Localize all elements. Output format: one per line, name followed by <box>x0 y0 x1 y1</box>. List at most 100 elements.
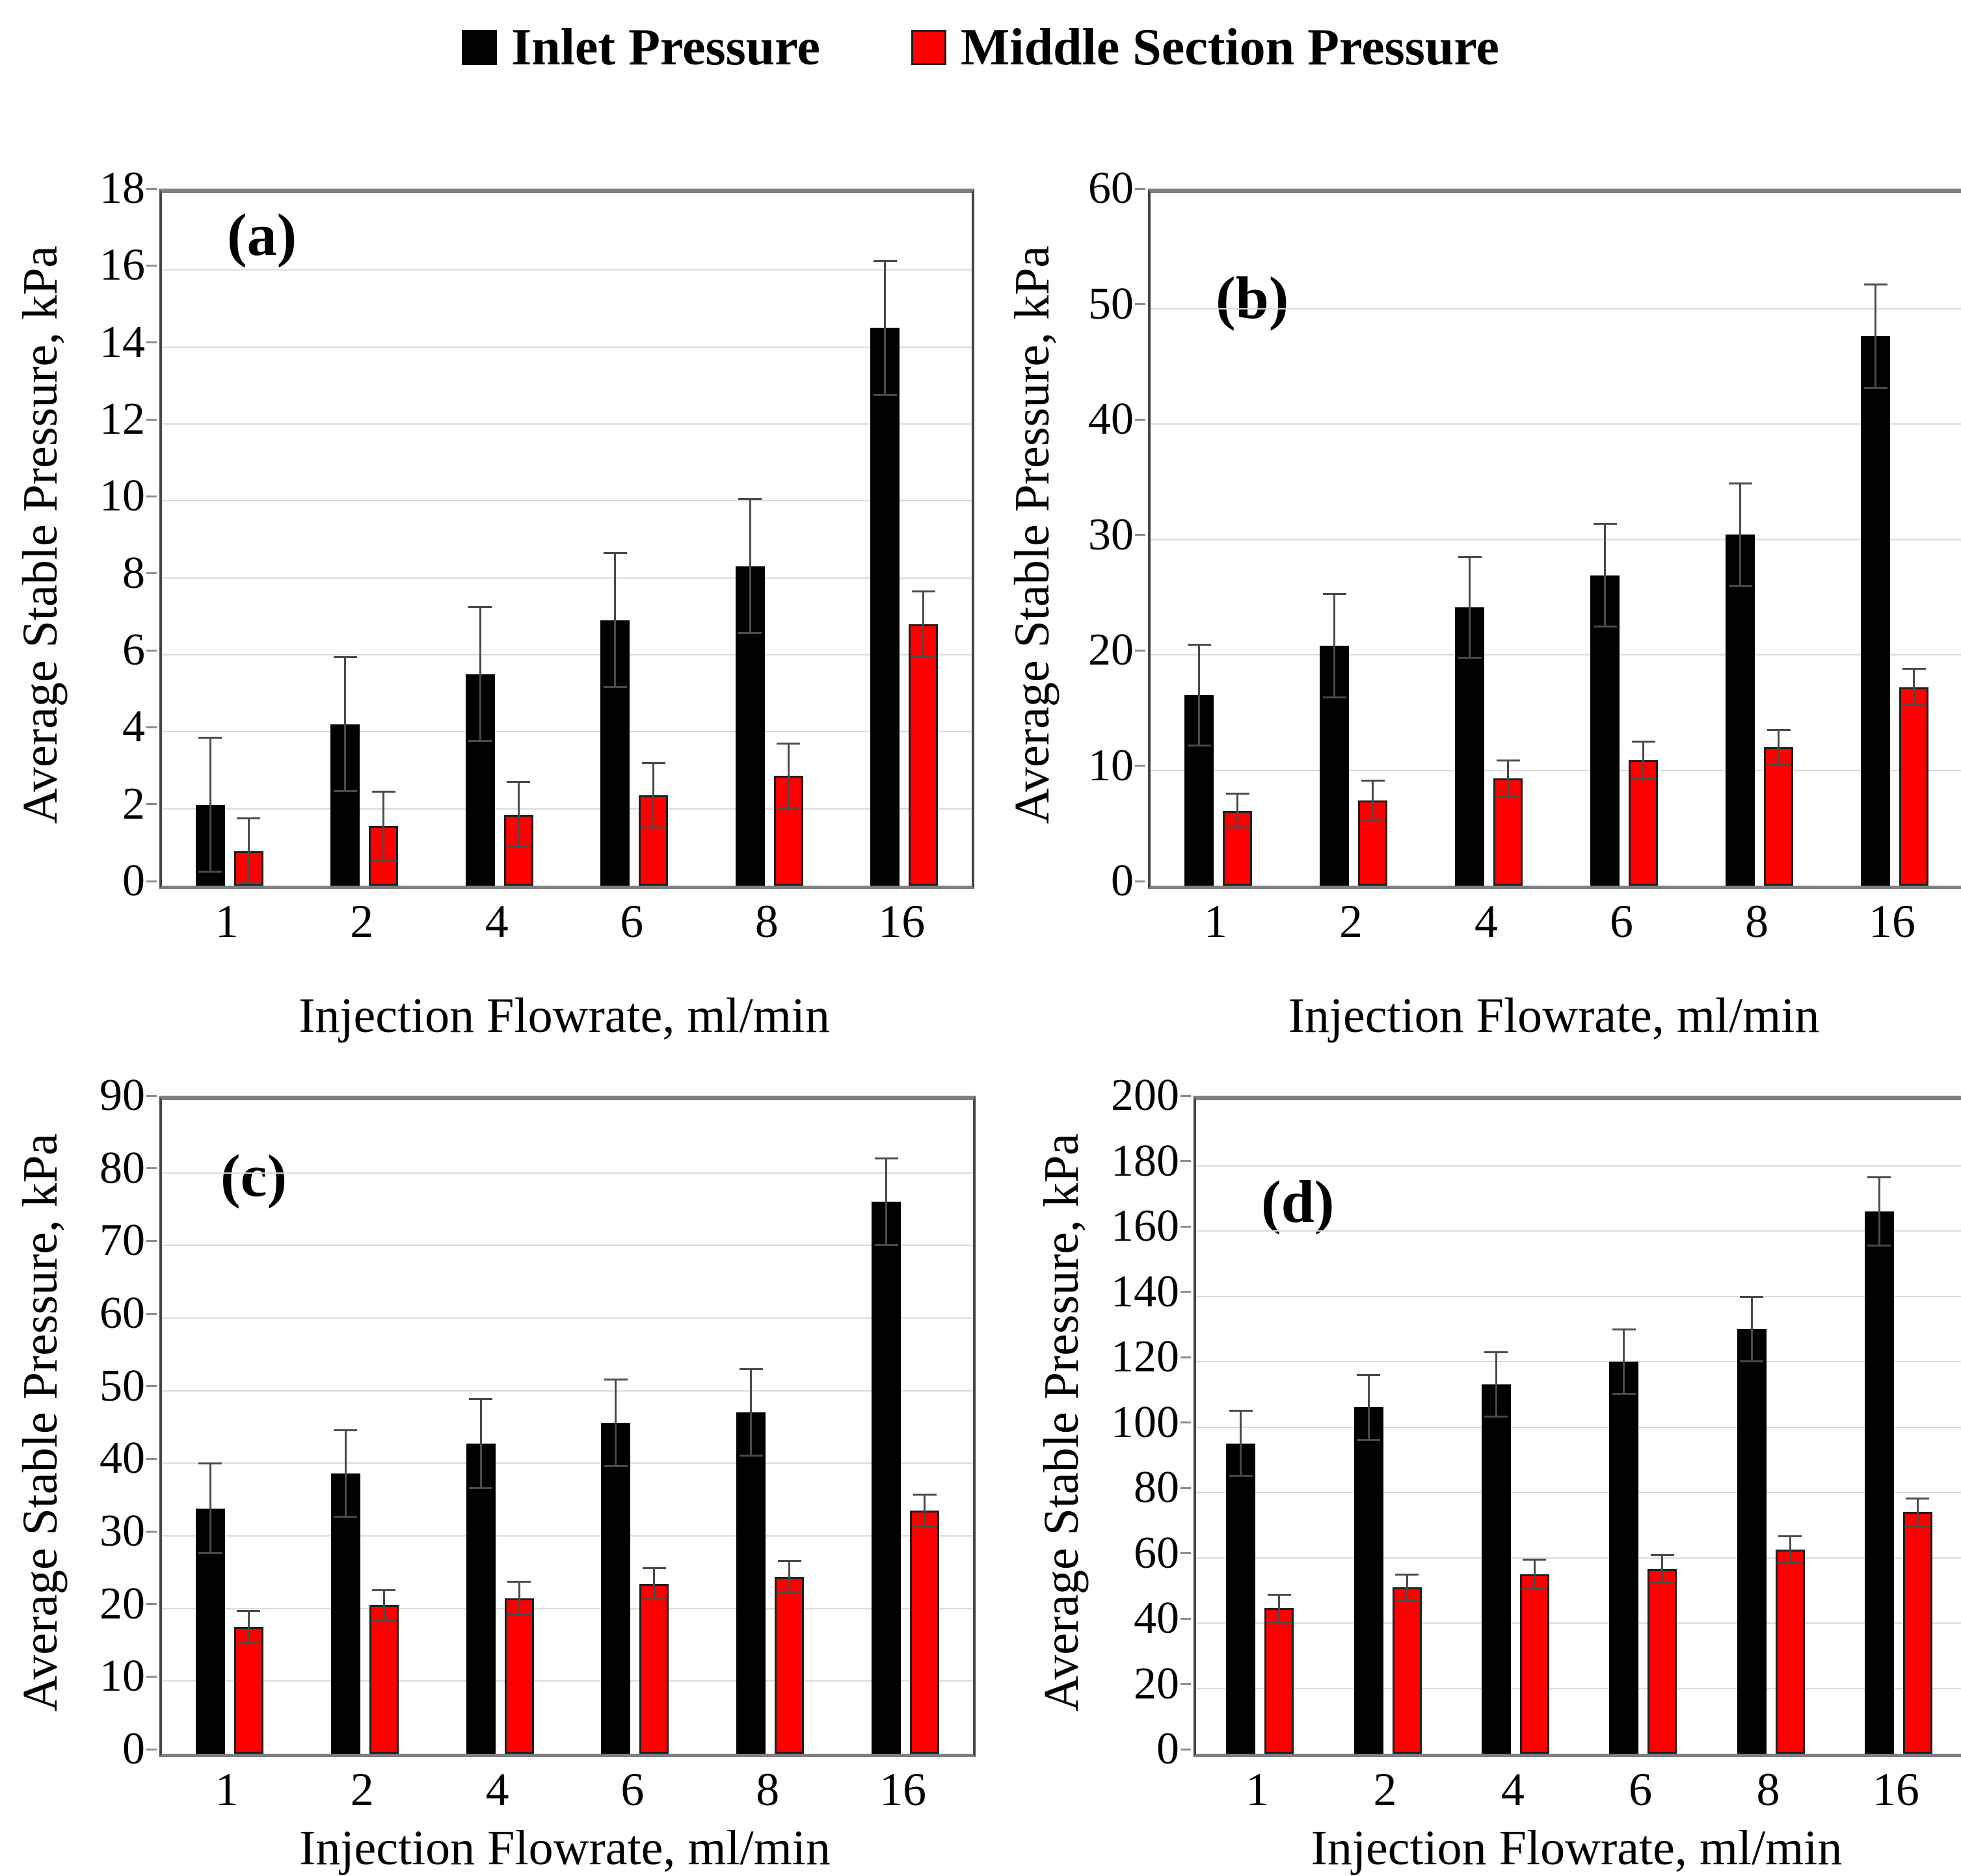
error-bar-cap-top <box>198 737 222 739</box>
y-axis-tick <box>146 264 157 267</box>
error-bar-cap-bottom <box>641 826 665 829</box>
error-bar-cap-bottom <box>237 1641 261 1644</box>
error-bar-cap-bottom <box>1728 585 1752 588</box>
error-bar-cap-top <box>1863 284 1888 286</box>
error-bar-cap-bottom <box>1863 386 1888 389</box>
error-bar <box>653 1568 656 1600</box>
error-bar-cap-bottom <box>1767 763 1791 765</box>
x-tick-label: 4 <box>485 895 509 947</box>
error-bar-cap-top <box>1593 522 1617 525</box>
error-bar-cap-bottom <box>1612 1393 1636 1395</box>
y-tick-label: 0 <box>122 856 145 906</box>
bar-middle-section-pressure <box>1775 1549 1805 1754</box>
error-bar-cap-bottom <box>739 1455 763 1457</box>
y-tick-label: 200 <box>1111 1070 1179 1120</box>
gridline <box>162 423 972 425</box>
y-tick-label: 20 <box>1134 1658 1179 1709</box>
plot-area-b: (b) <box>1148 189 1961 889</box>
gridline <box>162 731 972 733</box>
gridline <box>1196 1295 1961 1297</box>
error-bar <box>479 607 481 742</box>
error-bar <box>479 1398 482 1489</box>
y-tick-label: 8 <box>122 548 145 598</box>
error-bar-cap-top <box>1902 668 1926 670</box>
error-bar <box>1878 1177 1880 1246</box>
gridline <box>1196 1165 1961 1167</box>
y-axis-tick <box>146 1385 157 1388</box>
y-axis-tick <box>1181 1160 1191 1162</box>
bar-inlet-pressure <box>1737 1328 1767 1754</box>
y-tick-label: 14 <box>100 317 145 367</box>
error-bar <box>924 1494 926 1527</box>
gridline <box>162 1535 973 1537</box>
error-bar-cap-top <box>371 791 395 793</box>
x-tick-label: 2 <box>350 895 374 947</box>
x-tick-label: 6 <box>1610 895 1633 947</box>
x-tick-label: 2 <box>1373 1764 1397 1816</box>
error-bar-cap-bottom <box>372 1618 396 1621</box>
error-bar-cap-top <box>507 1581 531 1583</box>
error-bar-cap-bottom <box>469 1487 493 1490</box>
error-bar-cap-top <box>642 1567 666 1570</box>
gridline <box>162 1607 973 1609</box>
error-bar-cap-bottom <box>1902 704 1926 707</box>
y-axis-tick <box>1135 187 1145 190</box>
error-bar-cap-top <box>1225 793 1249 795</box>
y-tick-label: 90 <box>100 1070 145 1120</box>
legend-item-middle-section-pressure: Middle Section Pressure <box>911 21 1499 73</box>
x-axis-title-d: Injection Flowrate, ml/min <box>1311 1821 1843 1875</box>
bar-middle-section-pressure <box>639 1583 669 1754</box>
gridline <box>162 346 972 348</box>
y-axis-tick <box>1181 1552 1191 1554</box>
error-bar-cap-bottom <box>1631 776 1655 779</box>
error-bar <box>1642 741 1644 778</box>
bar-inlet-pressure <box>1609 1362 1639 1754</box>
y-tick-label: 140 <box>1111 1266 1179 1317</box>
y-tick-label: 100 <box>1111 1397 1179 1447</box>
y-tick-label: 30 <box>100 1506 145 1556</box>
y-tick-label: 40 <box>100 1433 145 1484</box>
error-bar <box>1778 730 1780 765</box>
error-bar <box>1916 1498 1919 1526</box>
y-axis-tick <box>146 1530 157 1533</box>
y-axis-tick <box>146 726 157 728</box>
error-bar <box>1406 1574 1408 1600</box>
error-bar <box>787 743 790 809</box>
error-bar-cap-bottom <box>1867 1244 1891 1247</box>
error-bar-cap-bottom <box>1496 795 1520 798</box>
x-tick-label: 6 <box>620 1764 645 1816</box>
x-tick-label: 4 <box>485 1764 509 1816</box>
error-bar <box>749 499 751 634</box>
x-tick-label: 2 <box>350 1764 374 1816</box>
error-bar-cap-top <box>1458 556 1482 559</box>
x-tick-label: 8 <box>754 895 779 947</box>
y-tick-label: 50 <box>1088 278 1134 329</box>
error-bar-cap-top <box>1484 1351 1508 1353</box>
x-tick-label: 16 <box>1872 1764 1919 1816</box>
error-bar-cap-top <box>1229 1410 1253 1412</box>
y-axis-tick <box>146 341 157 344</box>
error-bar <box>1661 1555 1664 1583</box>
error-bar-cap-top <box>604 1378 628 1381</box>
gridline <box>162 808 972 810</box>
bar-middle-section-pressure <box>1764 747 1793 886</box>
y-axis-tick <box>146 1239 157 1242</box>
gridline <box>1196 1361 1961 1362</box>
error-bar-cap-bottom <box>468 740 492 743</box>
error-bar-cap-bottom <box>198 1552 222 1554</box>
gridline <box>162 500 972 502</box>
y-tick-label: 120 <box>1111 1332 1179 1382</box>
y-tick-label: 4 <box>122 702 145 752</box>
error-bar <box>247 1611 250 1643</box>
error-bar-cap-bottom <box>1650 1581 1674 1584</box>
gridline <box>1196 1622 1961 1624</box>
legend-label-middle: Middle Section Pressure <box>960 19 1499 76</box>
y-axis-tick <box>1181 1094 1191 1097</box>
legend-swatch-middle-icon <box>911 30 946 65</box>
y-tick-label: 60 <box>1134 1527 1179 1578</box>
error-bar-cap-top <box>1778 1535 1802 1537</box>
gridline <box>162 1390 973 1392</box>
bar-inlet-pressure <box>736 1412 766 1754</box>
gridline <box>1196 1557 1961 1559</box>
